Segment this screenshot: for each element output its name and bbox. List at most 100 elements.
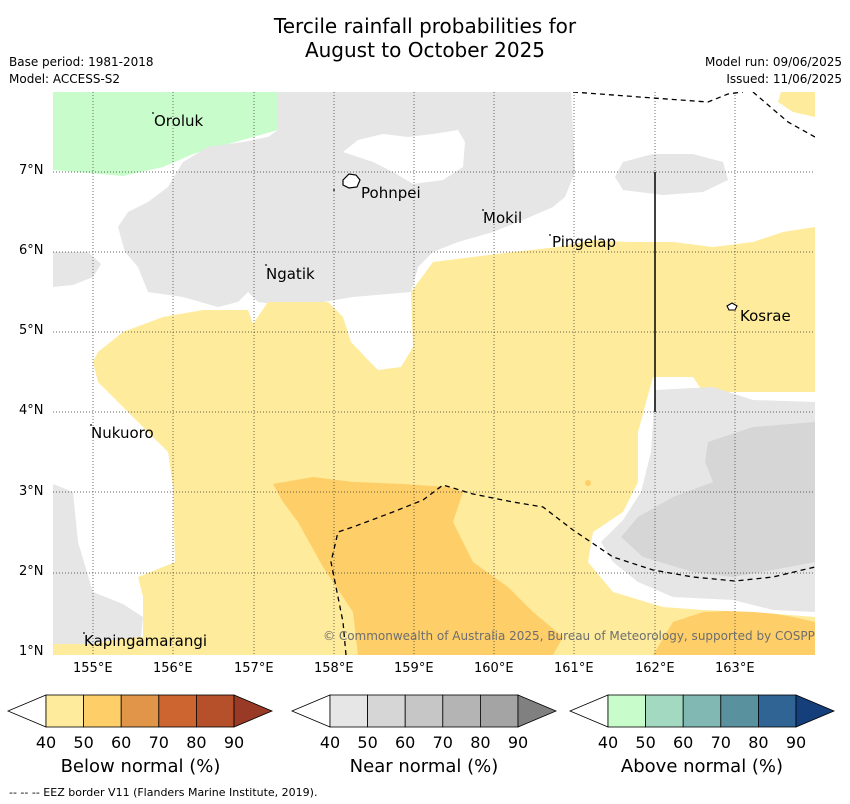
colorbar-tick-label: 40: [597, 733, 619, 752]
pingelap-dot: [549, 234, 551, 236]
colorbar-tick-label: 60: [111, 733, 132, 752]
colorbar-above-label: Above normal (%): [620, 756, 784, 777]
colorbar-below: [6, 694, 274, 728]
pohnpei-island: [342, 173, 361, 189]
colorbar-segment: [120, 694, 160, 728]
place-label-ngatik: Ngatik: [266, 265, 315, 283]
lon-label: 163°E: [715, 661, 755, 676]
lon-label: 162°E: [635, 661, 675, 676]
colorbar-tick-label: 60: [395, 733, 416, 752]
colorbar-below-label: Below normal (%): [60, 756, 221, 777]
colorbar-near-label: Near normal (%): [349, 756, 499, 777]
kapinga-dot: [83, 632, 85, 634]
colorbar-segment: [479, 694, 519, 728]
place-label-nukuoro: Nukuoro: [91, 424, 154, 442]
lat-label: 2°N: [19, 564, 44, 579]
colorbar-extend-high: [795, 694, 836, 728]
colorbar-extend-high: [233, 694, 274, 728]
model-name: Model: ACCESS-S2: [9, 72, 121, 86]
colorbar-above: [568, 694, 836, 728]
map-title: Tercile rainfall probabilities for Augus…: [0, 14, 850, 62]
below-normal-50-60-se: [653, 610, 815, 655]
colorbar-segment: [329, 694, 368, 728]
near-normal-region-west: [53, 252, 101, 287]
colorbar-segment: [367, 694, 406, 728]
place-label-mokil: Mokil: [483, 209, 522, 227]
above-normal-region: [53, 92, 278, 176]
meta-right: Model run: 09/06/2025 Issued: 11/06/2025: [705, 54, 842, 88]
rainfall-map: Oroluk Pohnpei Mokil Pingelap Ngatik Kos…: [53, 92, 815, 655]
lat-label: 4°N: [19, 403, 44, 418]
colorbar-tick-label: 40: [35, 733, 57, 752]
colorbar-segment: [195, 694, 235, 728]
colorbar-segment: [645, 694, 684, 728]
eez-border: [330, 92, 815, 655]
oroluk-dot: [152, 112, 154, 114]
colorbar-tick-label: 40: [319, 733, 341, 752]
colorbar-extend-low: [6, 694, 47, 728]
lat-label: 3°N: [19, 484, 44, 499]
place-label-pingelap: Pingelap: [552, 233, 616, 251]
colorbar-tick-label: 50: [357, 733, 378, 752]
colorbar-segment: [442, 694, 481, 728]
colorbar-segment: [758, 694, 797, 728]
below-normal-dot: [585, 480, 591, 486]
colorbar-tick-label: 70: [710, 733, 731, 752]
issued-date: Issued: 11/06/2025: [726, 72, 842, 86]
title-line-1: Tercile rainfall probabilities for: [273, 14, 577, 38]
kosrae-island: [726, 302, 738, 311]
place-label-pohnpei: Pohnpei: [361, 184, 421, 202]
colorbar-near: [290, 694, 558, 728]
colorbar-segment: [158, 694, 197, 728]
lon-label: 160°E: [474, 661, 514, 676]
colorbar-segment: [682, 694, 722, 728]
below-normal-50-60: [273, 477, 563, 655]
lat-label: 7°N: [19, 163, 44, 178]
place-label-oroluk: Oroluk: [154, 112, 203, 130]
colorbar-tick-label: 90: [507, 733, 529, 752]
colorbar-tick-label: 70: [432, 733, 453, 752]
colorbar-extend-high: [517, 694, 558, 728]
colorbar-tick-label: 90: [785, 733, 807, 752]
colorbar-segment: [83, 694, 122, 728]
lon-label: 157°E: [234, 661, 274, 676]
colorbar-tick-label: 50: [73, 733, 94, 752]
colorbar-tick-label: 80: [470, 733, 491, 752]
below-normal-region-ne: [778, 92, 815, 117]
white-gap: [343, 130, 465, 184]
lon-label: 159°E: [394, 661, 434, 676]
base-period: Base period: 1981-2018: [9, 55, 154, 69]
colorbar-tick-label: 60: [673, 733, 694, 752]
lon-label: 161°E: [554, 661, 594, 676]
colorbar-extend-low: [568, 694, 609, 728]
near-normal-region-ne: [615, 154, 728, 195]
lat-label: 5°N: [19, 323, 44, 338]
lon-label: 158°E: [314, 661, 354, 676]
colorbar-segment: [720, 694, 759, 728]
near-normal-region-sw: [53, 484, 143, 644]
pohnpei-dot: [333, 189, 335, 191]
colorbars: [6, 694, 836, 728]
colorbar-tick-label: 80: [748, 733, 769, 752]
colorbar-tick-label: 80: [186, 733, 207, 752]
meta-left: Base period: 1981-2018 Model: ACCESS-S2: [9, 54, 154, 88]
nukuoro-dot: [90, 424, 92, 426]
colorbar-segment: [45, 694, 84, 728]
lat-label: 1°N: [19, 644, 44, 659]
colorbar-segment: [404, 694, 444, 728]
colorbar-tick-label: 70: [148, 733, 169, 752]
place-label-kapingamarangi: Kapingamarangi: [84, 632, 207, 650]
eez-footnote: -- -- -- EEZ border V11 (Flanders Marine…: [9, 786, 318, 799]
mokil-dot: [482, 209, 484, 211]
colorbar-tick-label: 50: [635, 733, 656, 752]
model-run: Model run: 09/06/2025: [704, 55, 842, 69]
lon-label: 156°E: [153, 661, 193, 676]
ngatik-dot: [265, 264, 267, 266]
title-line-2: August to October 2025: [304, 38, 546, 62]
place-label-kosrae: Kosrae: [740, 307, 791, 325]
colorbar-segment: [607, 694, 646, 728]
colorbar-tick-label: 90: [223, 733, 245, 752]
copyright-text: © Commonwealth of Australia 2025, Bureau…: [323, 629, 815, 643]
lat-label: 6°N: [19, 243, 44, 258]
lon-label: 155°E: [73, 661, 113, 676]
